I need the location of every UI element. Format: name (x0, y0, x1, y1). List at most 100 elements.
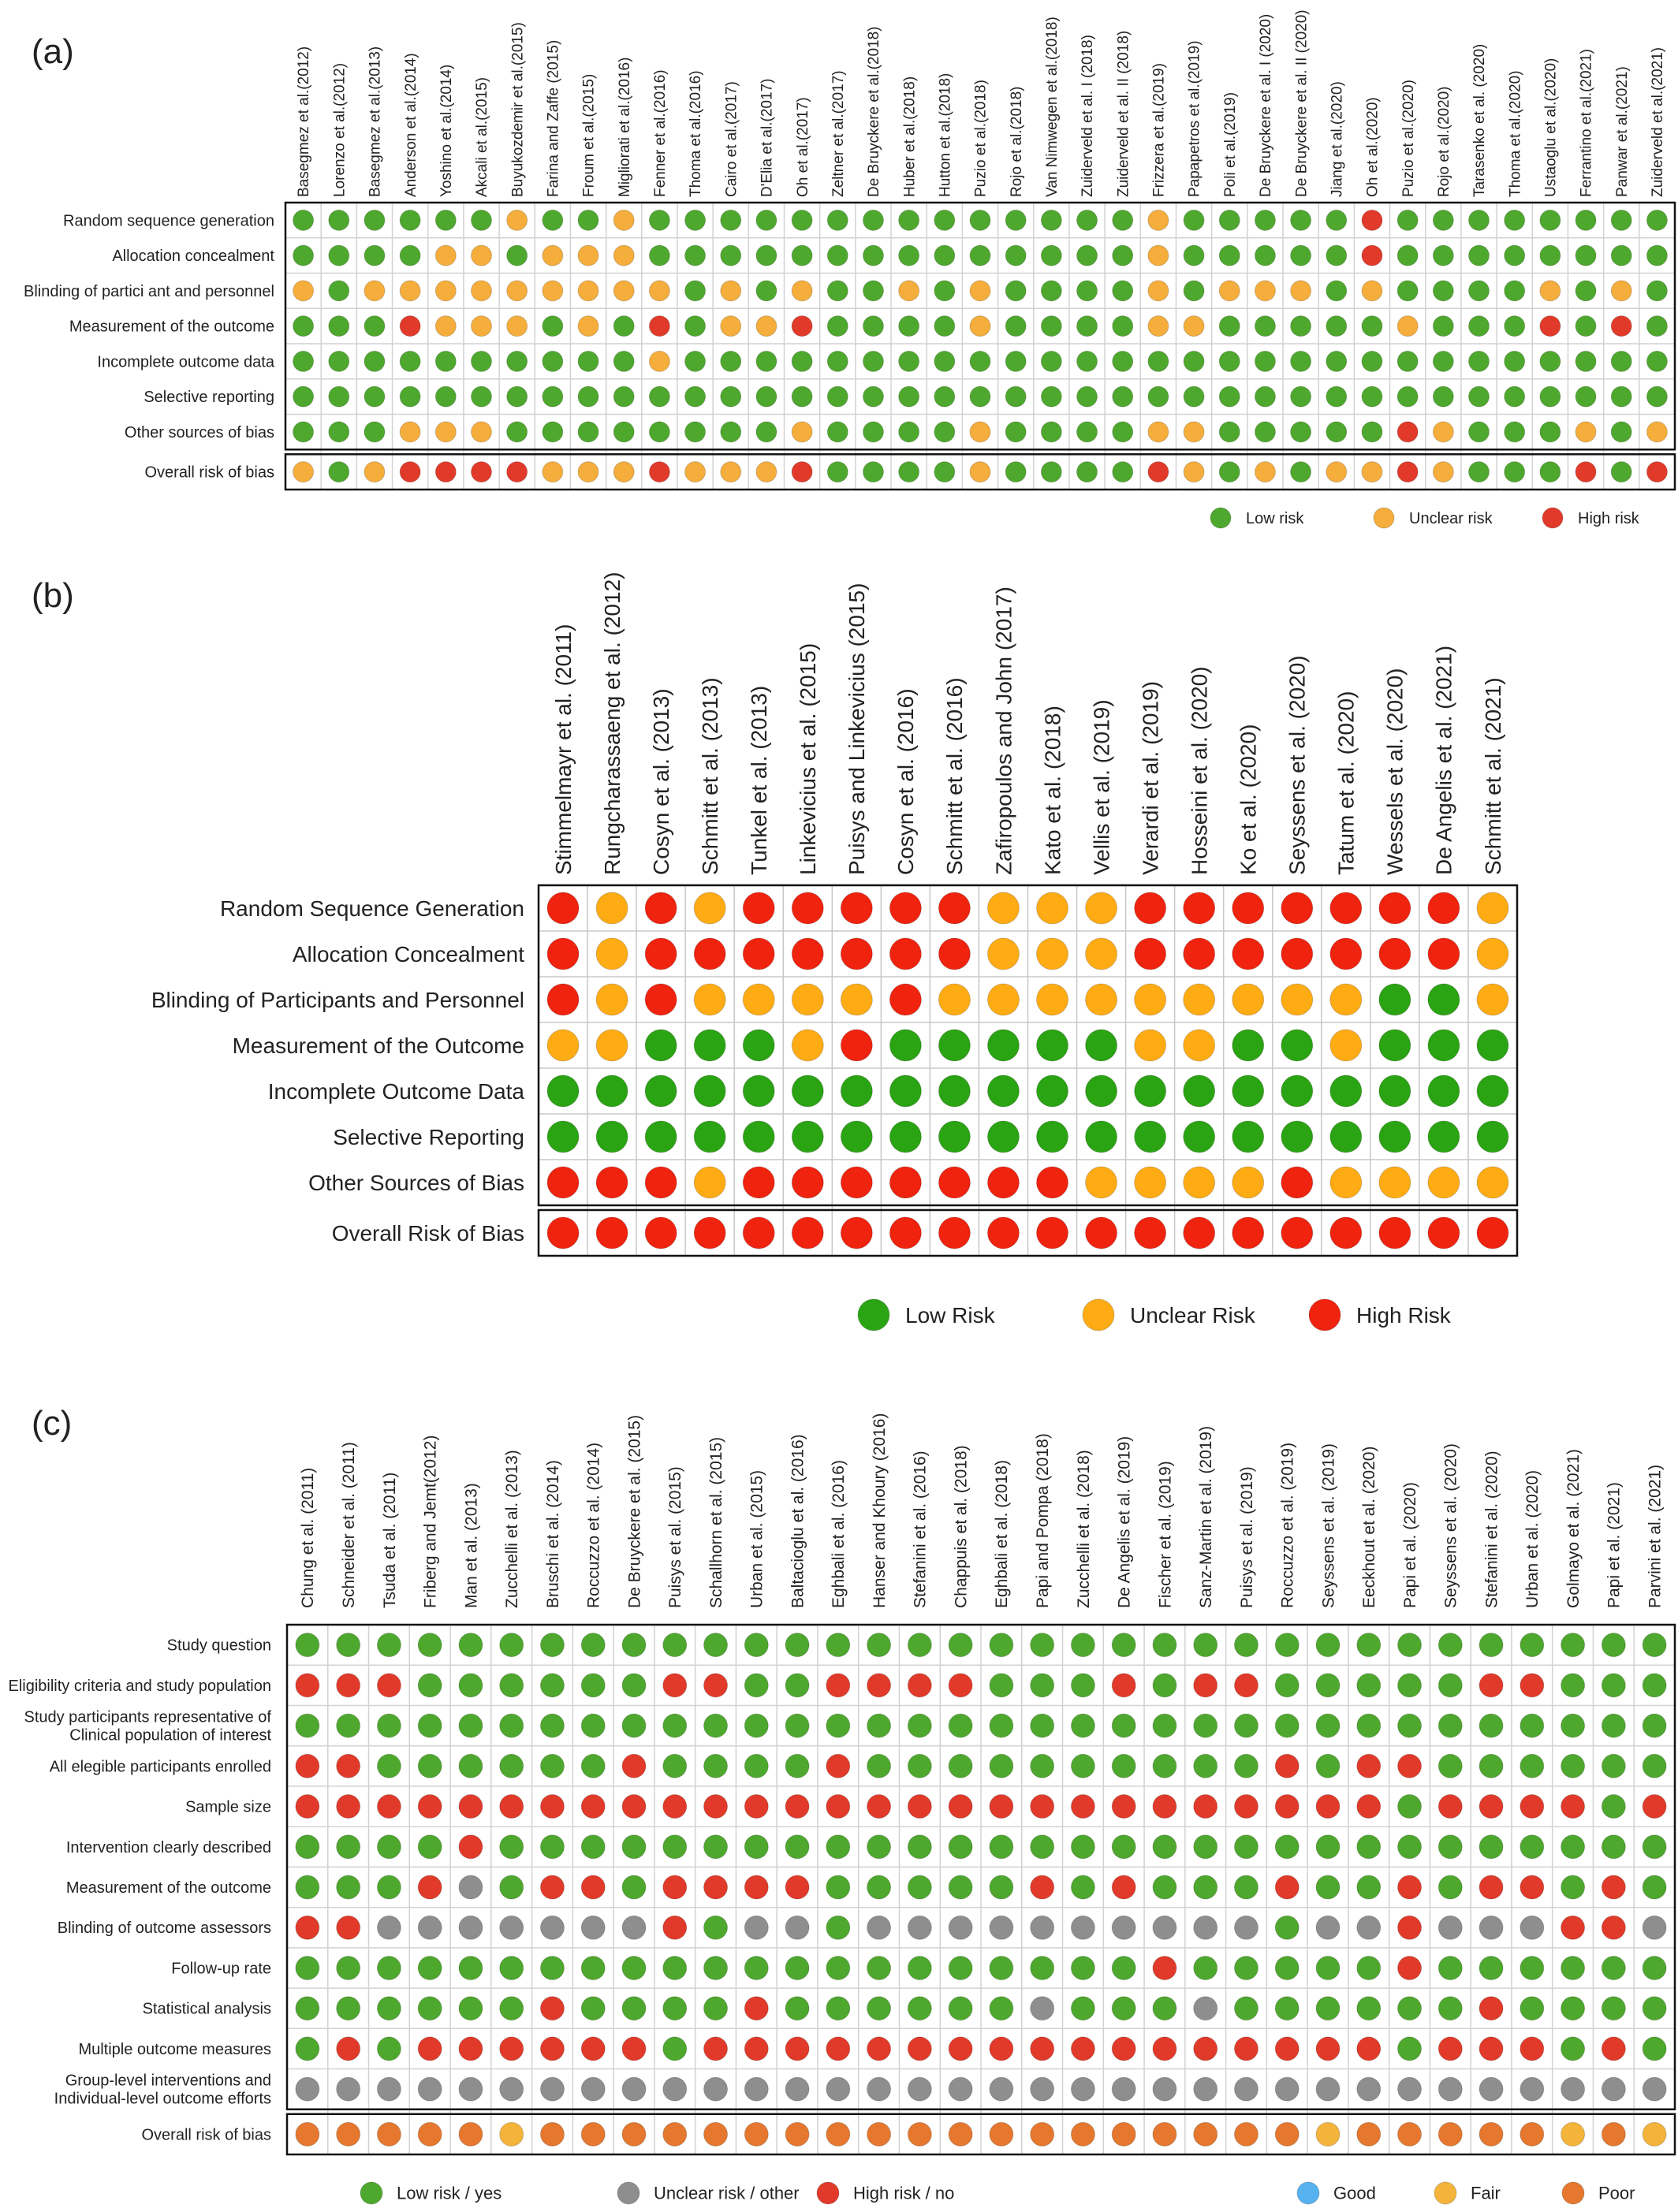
dot-low (648, 385, 670, 408)
dot-low (1076, 280, 1098, 302)
dot-green_b (742, 1029, 775, 1062)
dot-grey (703, 2076, 729, 2102)
dot-orange_b (595, 983, 628, 1016)
dot-grey (1193, 1915, 1218, 1940)
dot-unclear (720, 280, 742, 302)
column-label-tunkel-et-al-2013: Tunkel et al. (2013) (747, 686, 771, 875)
dot-low (1610, 244, 1632, 266)
dot-low (1561, 1875, 1586, 1900)
dot-low (499, 1875, 524, 1900)
dot-low (1274, 1673, 1300, 1698)
dot-low (1504, 350, 1526, 372)
dot-low (1561, 1955, 1586, 1980)
dot-low (1218, 421, 1240, 443)
dot-red_b (791, 937, 824, 970)
dot-orange_b (1134, 1166, 1167, 1199)
dot-unclear (1326, 461, 1348, 483)
dot-low (934, 244, 956, 266)
dot-low (539, 1713, 565, 1738)
dot-grey (621, 2076, 647, 2102)
dot-orange_b (1085, 937, 1118, 970)
dot-grey (785, 2076, 810, 2102)
dot-low (1539, 421, 1561, 443)
dot-low (1076, 421, 1098, 443)
dot-low (1152, 1633, 1177, 1658)
dot-low (580, 1633, 606, 1658)
dot-high (703, 1794, 729, 1819)
dot-red_b (1085, 1216, 1118, 1249)
dot-green_b (1378, 1120, 1411, 1153)
dot-fair (1315, 2121, 1341, 2147)
dot-grey (1642, 1915, 1667, 1940)
dot-grey (989, 2076, 1014, 2102)
dot-low (295, 1875, 320, 1900)
dot-low (328, 385, 350, 408)
column-label-stimmelmayr-et-al-2011: Stimmelmayr et al. (2011) (551, 624, 576, 875)
dot-low (826, 1996, 851, 2021)
dot-low (862, 209, 884, 231)
dot-low (376, 1713, 401, 1738)
dot-low (1290, 461, 1312, 483)
dot-low (1233, 1955, 1258, 1980)
dot-unclear (542, 461, 564, 483)
column-label-papi-et-al-2021: Papi et al. (2021) (1605, 1482, 1624, 1608)
dot-high (1233, 1794, 1258, 1819)
dot-low (1468, 244, 1490, 266)
dot-grey (1561, 2076, 1586, 2102)
dot-low (1646, 350, 1668, 372)
dot-high (648, 315, 670, 337)
dot-low (791, 385, 813, 408)
dot-high (458, 1834, 483, 1860)
dot-poor (1152, 2121, 1177, 2147)
dot-low (989, 1713, 1014, 1738)
dot-unclear (1575, 421, 1597, 443)
column-label-tsuda-et-al-2011: Tsuda et al. (2011) (381, 1473, 399, 1608)
dot-low (826, 1834, 851, 1860)
dot-low (703, 1996, 729, 2021)
dot-high (907, 2036, 932, 2061)
dot-low (1112, 385, 1134, 408)
dot-low (1601, 1713, 1626, 1738)
dot-green_b (1427, 983, 1460, 1016)
dot-low (399, 209, 421, 231)
dot-red_b (889, 983, 922, 1016)
dot-red_b (1134, 1216, 1167, 1249)
dot-unclear (506, 315, 528, 337)
dot-red_b (1134, 892, 1167, 925)
dot-high (1233, 2036, 1258, 2061)
dot-low (1468, 385, 1490, 408)
dot-low (1030, 1633, 1055, 1658)
dot-high (1479, 2036, 1504, 2061)
dot-low (1479, 1713, 1504, 1738)
dot-low (862, 350, 884, 372)
dot-low (1504, 461, 1526, 483)
dot-grey (1193, 1996, 1218, 2021)
panel-c-label: (c) (32, 1404, 72, 1443)
dot-low (1070, 1955, 1095, 1980)
dot-low (539, 1955, 565, 1980)
column-label-roccuzzo-et-al-2019: Roccuzzo et al. (2019) (1279, 1443, 1297, 1608)
dot-poor (1437, 2121, 1463, 2147)
dot-high (1193, 1673, 1218, 1698)
dot-low (336, 1996, 361, 2021)
column-label-papapetros-et-al-2019: Papapetros et al.(2019) (1187, 40, 1203, 197)
column-label-chung-et-al-2011: Chung et al. (2011) (299, 1468, 317, 1608)
dot-low (1437, 1955, 1463, 1980)
dot-green_b (1476, 1029, 1509, 1062)
dot-low (1539, 385, 1561, 408)
dot-grey (1070, 2076, 1095, 2102)
dot-unclear (898, 280, 920, 302)
dot-low (744, 1633, 769, 1658)
dot-red_b (1427, 937, 1460, 970)
column-label-schallhorn-et-al-2015: Schallhorn et al. (2015) (707, 1437, 725, 1608)
dot-low (580, 1713, 606, 1738)
dot-high (907, 1673, 932, 1698)
column-label-stefanini-et-al-2020: Stefanini et al. (2020) (1482, 1450, 1501, 1608)
column-label-verardi-et-al-2019: Verardi et al. (2019) (1138, 681, 1162, 875)
dot-low (1233, 1633, 1258, 1658)
dot-green_b (1134, 1120, 1167, 1153)
dot-poor (458, 2121, 483, 2147)
dot-orange_b (595, 1029, 628, 1062)
dot-low (1147, 385, 1169, 408)
dot-orange_b (1329, 1166, 1363, 1199)
